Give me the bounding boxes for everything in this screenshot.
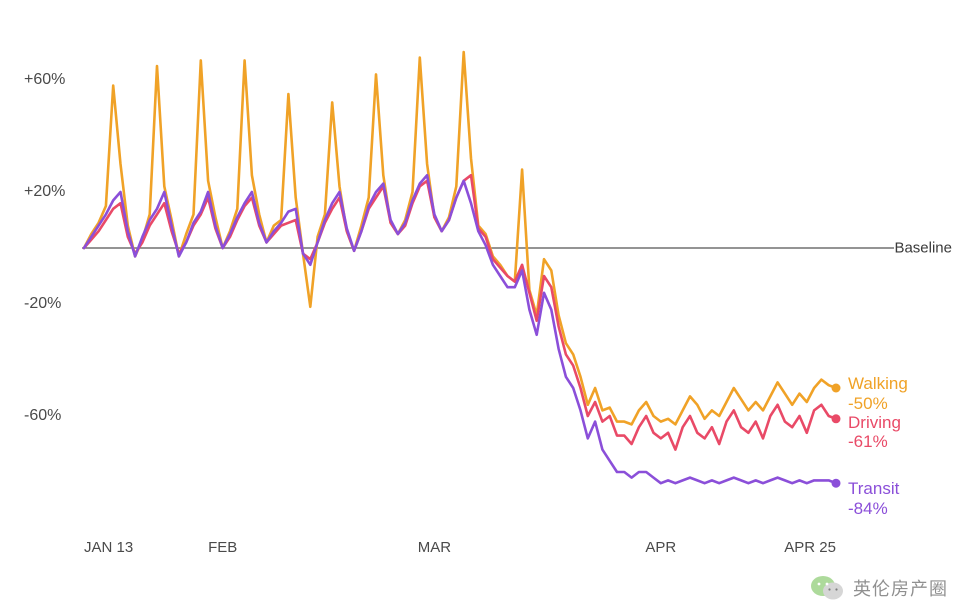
watermark-text: 英伦房产圈 bbox=[853, 575, 948, 601]
series-name: Transit bbox=[848, 479, 899, 499]
series-end-label-walking: Walking-50% bbox=[848, 374, 908, 413]
chart-svg bbox=[0, 0, 962, 616]
x-axis-tick: FEB bbox=[208, 539, 237, 556]
series-line-walking bbox=[84, 52, 836, 424]
x-axis-tick: MAR bbox=[418, 539, 451, 556]
series-end-marker-walking bbox=[832, 384, 841, 393]
x-axis-tick: APR bbox=[645, 539, 676, 556]
series-name: Walking bbox=[848, 374, 908, 394]
x-axis-tick: APR 25 bbox=[784, 539, 836, 556]
series-end-marker-driving bbox=[832, 414, 841, 423]
y-axis-tick: -20% bbox=[24, 295, 61, 313]
series-name: Driving bbox=[848, 413, 901, 433]
series-end-marker-transit bbox=[832, 479, 841, 488]
series-end-label-driving: Driving-61% bbox=[848, 413, 901, 452]
y-axis-tick: -60% bbox=[24, 407, 61, 425]
y-axis-tick: +60% bbox=[24, 71, 65, 89]
series-end-value: -50% bbox=[848, 394, 908, 414]
y-axis-tick: +20% bbox=[24, 183, 65, 201]
series-end-value: -84% bbox=[848, 499, 899, 519]
series-end-value: -61% bbox=[848, 432, 901, 452]
baseline-label: Baseline bbox=[894, 240, 952, 257]
mobility-trends-chart: +60% +20% -20% -60% JAN 13 FEB MAR APR APR 25 B… bbox=[0, 0, 962, 616]
wechat-watermark: 英伦房产圈 bbox=[811, 574, 948, 602]
wechat-icon bbox=[811, 574, 845, 602]
x-axis-tick: JAN 13 bbox=[84, 539, 133, 556]
series-end-label-transit: Transit-84% bbox=[848, 479, 899, 518]
